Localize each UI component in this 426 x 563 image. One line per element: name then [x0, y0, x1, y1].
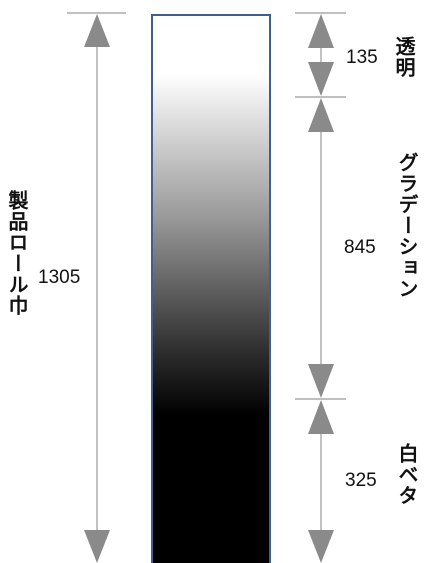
total-arrow-up-icon [84, 14, 110, 47]
white-solid-label: 白ベタ [395, 443, 419, 506]
gradation-arrow-up-icon [308, 98, 334, 132]
gradation-label: グラデーション [395, 152, 419, 299]
total-label: 製品ロール巾 [5, 190, 29, 316]
white-solid-value: 325 [345, 470, 377, 491]
gradation-value: 845 [344, 237, 376, 258]
transparent-label: 透明 [392, 36, 416, 78]
gradation-arrow-down-icon [308, 364, 334, 398]
white-solid-arrow-up-icon [308, 400, 334, 434]
total-arrow-down-icon [84, 530, 110, 563]
roll-strip [151, 14, 271, 563]
total-value: 1305 [38, 267, 81, 288]
transparent-value: 135 [346, 47, 378, 68]
white-solid-arrow-down-icon [308, 530, 334, 563]
transparent-arrow-up-icon [308, 14, 334, 48]
transparent-arrow-down-icon [308, 62, 334, 96]
